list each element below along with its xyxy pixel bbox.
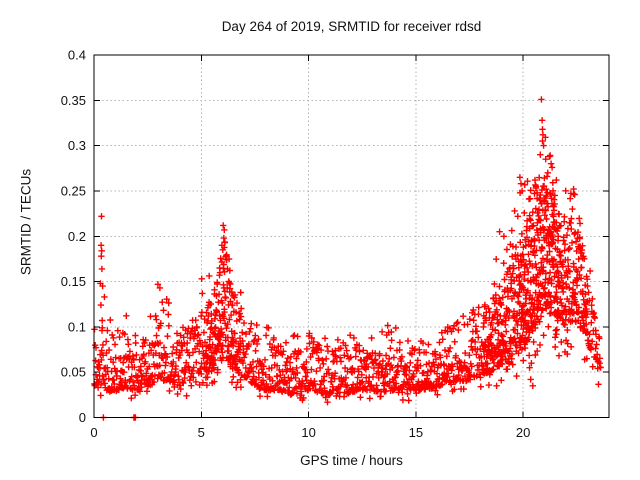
x-tick-label: 20 <box>516 425 530 440</box>
y-tick-label: 0.25 <box>61 183 86 198</box>
x-tick-label: 5 <box>198 425 205 440</box>
axes-and-ticks <box>93 54 610 418</box>
y-tick-label: 0.15 <box>61 274 86 289</box>
tick-labels: 0 5 10 15 20 0 0.05 0.1 0.15 0.2 0.25 0.3 0.35 0.4 <box>61 48 531 441</box>
y-tick-label: 0.3 <box>68 138 86 153</box>
grid-lines <box>94 55 609 418</box>
y-tick-label: 0.4 <box>68 48 86 63</box>
x-tick-label: 10 <box>301 425 315 440</box>
y-tick-label: 0.05 <box>61 365 86 380</box>
x-tick-label: 0 <box>90 425 97 440</box>
y-tick-label: 0 <box>79 410 86 425</box>
chart-title: Day 264 of 2019, SRMTID for receiver rds… <box>221 19 482 34</box>
y-tick-label: 0.35 <box>61 93 86 108</box>
y-tick-label: 0.2 <box>68 229 86 244</box>
x-axis-label: GPS time / hours <box>300 453 403 468</box>
y-axis-label: SRMTID / TECUs <box>18 168 34 276</box>
y-tick-label: 0.1 <box>68 319 86 334</box>
x-tick-label: 15 <box>409 425 423 440</box>
